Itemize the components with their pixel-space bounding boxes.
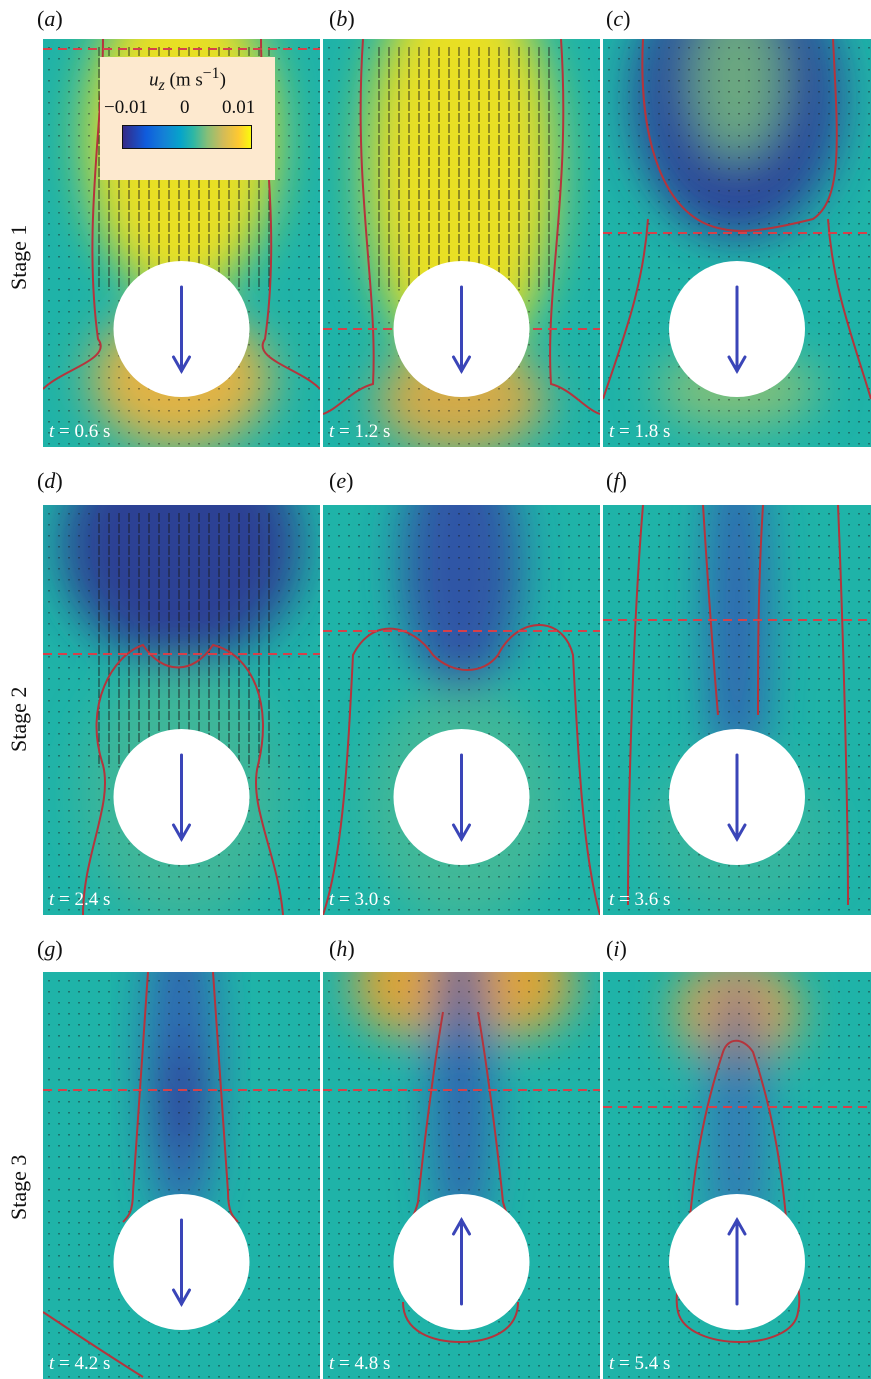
stage-label-2: Stage 2	[6, 686, 31, 752]
down-arrow-icon	[172, 753, 191, 843]
down-arrow-icon	[452, 285, 471, 375]
velocity-region	[61, 505, 301, 665]
colorbar-legend: uz (m s−1) −0.01 0 0.01	[100, 57, 275, 180]
panel-letter-b: (b)	[329, 6, 355, 31]
down-arrow-icon	[727, 753, 747, 843]
panel-letter-a: (a)	[37, 6, 63, 31]
panel-letter-h: (h)	[329, 936, 355, 961]
contour-line	[82, 643, 284, 915]
time-label: t = 5.4 s	[609, 1353, 671, 1374]
stage-label-1: Stage 1	[6, 224, 31, 290]
panel-i: t = 5.4 s	[603, 972, 871, 1379]
panel-d: t = 2.4 s	[43, 505, 320, 915]
velocity-vectors	[48, 980, 320, 1378]
panel-letter-f: (f)	[606, 468, 627, 493]
contour-line	[43, 972, 239, 1378]
time-label: t = 0.6 s	[49, 421, 111, 442]
colorbar-tick-min: −0.01	[104, 97, 148, 118]
panel-letter-c: (c)	[606, 6, 631, 31]
contour-line	[323, 624, 600, 915]
colorbar-tick-zero: 0	[180, 97, 190, 118]
velocity-region	[431, 972, 491, 1252]
panel-letter-d: (d)	[37, 468, 63, 493]
up-arrow-icon	[452, 1216, 471, 1306]
time-label: t = 1.2 s	[329, 421, 391, 442]
contour-line	[603, 39, 871, 400]
panel-c: t = 1.8 s	[603, 39, 871, 447]
colorbar-ticks: −0.01 0 0.01	[100, 97, 275, 121]
time-label: t = 2.4 s	[49, 889, 111, 910]
panel-g: t = 4.2 s	[43, 972, 320, 1379]
colorbar-gradient	[122, 125, 252, 149]
down-arrow-icon	[452, 753, 471, 843]
contour-line	[627, 505, 849, 906]
panel-e: t = 3.0 s	[323, 505, 600, 915]
panel-letter-e: (e)	[329, 468, 354, 493]
time-label: t = 4.8 s	[329, 1353, 391, 1374]
panel-b: t = 1.2 s	[323, 39, 600, 447]
down-arrow-icon	[727, 285, 747, 375]
time-label: t = 1.8 s	[609, 421, 671, 442]
velocity-region	[161, 1042, 201, 1162]
contour-line	[323, 39, 600, 415]
stage-label-3: Stage 3	[6, 1154, 31, 1220]
down-arrow-icon	[172, 1218, 191, 1308]
colorbar-title: uz (m s−1)	[149, 65, 226, 95]
velocity-region	[707, 505, 767, 805]
time-label: t = 4.2 s	[49, 1353, 111, 1374]
velocity-region	[401, 505, 521, 695]
velocity-region	[692, 39, 782, 159]
velocity-vectors	[328, 47, 600, 445]
panel-letter-i: (i)	[606, 936, 627, 961]
up-arrow-icon	[727, 1216, 747, 1306]
time-label: t = 3.0 s	[329, 889, 391, 910]
panel-h: t = 4.8 s	[323, 972, 600, 1379]
time-label: t = 3.6 s	[609, 889, 671, 910]
colorbar-tick-max: 0.01	[222, 97, 256, 118]
panel-f: t = 3.6 s	[603, 505, 871, 915]
down-arrow-icon	[172, 285, 191, 375]
panel-letter-g: (g)	[37, 936, 63, 961]
